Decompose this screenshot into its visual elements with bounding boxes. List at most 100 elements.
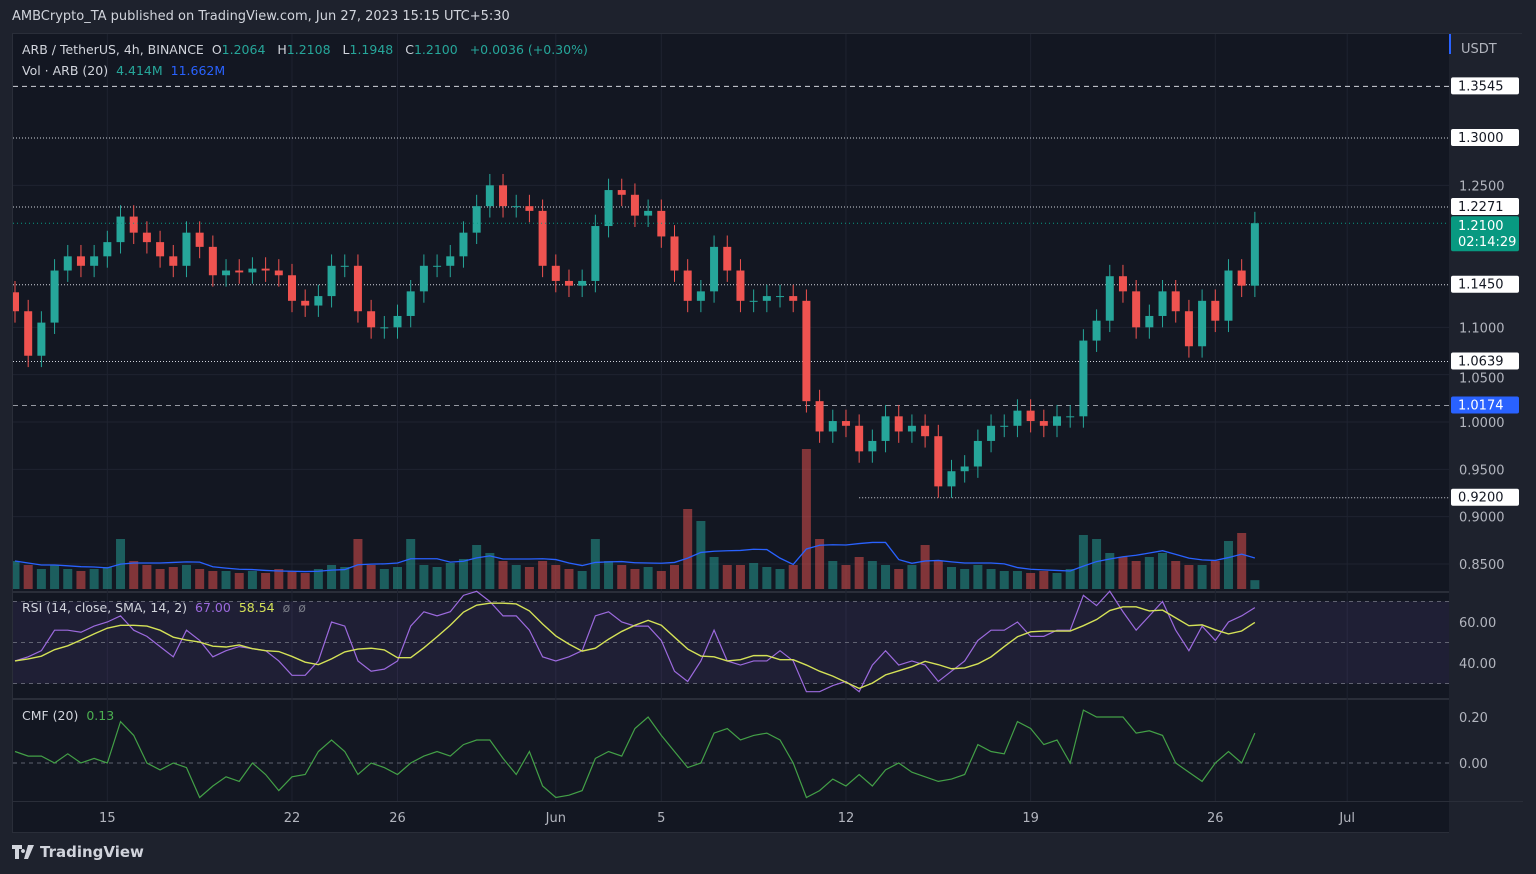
candle-body [1184, 311, 1193, 347]
candle-body [1039, 421, 1048, 426]
candle-body [1000, 425, 1009, 427]
candle-body [921, 425, 930, 437]
price-level-label: 1.3000 [1458, 131, 1504, 146]
rsi-na-2: ø [298, 600, 306, 615]
candle-body [1092, 320, 1101, 341]
price-axis-label: 1.0000 [1459, 416, 1505, 431]
candle [1000, 414, 1009, 438]
chart-frame[interactable]: 15 22 26 Jun 5 12 19 26 Jul 1.2500 1.1000 1.0500 1.0… [12, 33, 1523, 834]
candle-body [446, 256, 455, 266]
candle-body [841, 421, 850, 426]
candle-body [630, 194, 639, 216]
candle-body [749, 300, 758, 302]
candle [960, 455, 969, 483]
candle-body [1158, 291, 1167, 316]
volume-bar [828, 561, 838, 589]
candle [195, 221, 204, 259]
candle-body [208, 246, 217, 276]
volume-label[interactable]: Vol · ARB (20) [22, 63, 109, 78]
volume-bar [1210, 561, 1220, 589]
candle-body [248, 268, 257, 273]
volume-bar [801, 449, 811, 589]
volume-bar [696, 521, 706, 589]
candle-body [485, 185, 494, 207]
candle-body [406, 291, 415, 316]
volume-bar [406, 539, 416, 589]
candle-body [973, 440, 982, 467]
candle-body [76, 256, 85, 266]
candle [828, 409, 837, 443]
candle [327, 254, 336, 308]
candle [578, 269, 587, 298]
candle-body [142, 232, 151, 243]
cmf-axis-label: 0.00 [1459, 757, 1488, 772]
volume-bar [907, 565, 917, 589]
cmf-label[interactable]: CMF (20) [22, 708, 79, 723]
rsi-value: 67.00 [195, 600, 231, 615]
volume-bar [867, 561, 877, 589]
volume-bar [815, 539, 825, 589]
candle [1118, 264, 1127, 303]
candle [182, 221, 191, 278]
candle-body [1026, 410, 1035, 422]
candle [670, 225, 679, 282]
tradingview-logo-icon [12, 845, 34, 859]
volume-bar [854, 557, 864, 589]
rsi-legend: RSI (14, close, SMA, 14, 2) 67.00 58.54 … [22, 600, 310, 615]
candle [617, 178, 626, 207]
volume-bar [762, 567, 772, 589]
candle-body [235, 270, 244, 273]
chart-canvas[interactable]: 15 22 26 Jun 5 12 19 26 Jul 1.2500 1.1000 1.0500 1.0… [13, 34, 1523, 834]
candle-body [1053, 416, 1062, 426]
pane-divider [13, 591, 1449, 593]
candle [129, 205, 138, 245]
cmf-value: 0.13 [86, 708, 115, 723]
candle [630, 183, 639, 227]
candle-body [591, 226, 600, 281]
candle-body [881, 416, 890, 441]
volume-bar [1197, 565, 1207, 589]
volume-bar [933, 561, 943, 589]
volume-bar [23, 565, 33, 589]
candle [459, 221, 468, 268]
candle-body [723, 246, 732, 271]
high-value: 1.2108 [286, 42, 331, 57]
volume-bar [445, 563, 455, 589]
ohlc-high: H1.2108 [277, 42, 334, 57]
candle-body [1224, 270, 1233, 321]
volume-bar [617, 565, 627, 589]
candle-body [1211, 300, 1220, 321]
candle [841, 409, 850, 438]
price-axis-label: 0.8500 [1459, 558, 1505, 573]
candle-body [512, 206, 521, 208]
axis-marker [1449, 34, 1451, 54]
candle-body [538, 210, 547, 266]
candle [762, 284, 771, 313]
tradingview-logo[interactable]: TradingView [12, 843, 144, 861]
candle-body [24, 311, 33, 356]
volume-bar [564, 569, 574, 589]
candle-body [710, 246, 719, 292]
rsi-label[interactable]: RSI (14, close, SMA, 14, 2) [22, 600, 188, 615]
candle-body [182, 232, 191, 266]
volume-bar [432, 567, 442, 589]
candle-body [314, 296, 323, 306]
price-level-badge [1451, 488, 1519, 506]
candle [50, 259, 59, 334]
candle [37, 311, 46, 368]
candle [367, 299, 376, 339]
candle [868, 429, 877, 463]
volume-bar [1065, 569, 1075, 589]
volume-bar [393, 567, 403, 589]
candle-body [327, 265, 336, 297]
candle-body [13, 292, 19, 312]
candle [499, 173, 508, 218]
pane-divider [13, 698, 1449, 700]
candle-body [1066, 416, 1075, 418]
candle-body [301, 300, 310, 306]
time-axis-label: 12 [838, 811, 855, 826]
candle-body [644, 210, 653, 216]
symbol-label[interactable]: ARB / TetherUS, 4h, BINANCE [22, 42, 204, 57]
candle [683, 259, 692, 313]
volume-bar [498, 561, 508, 589]
